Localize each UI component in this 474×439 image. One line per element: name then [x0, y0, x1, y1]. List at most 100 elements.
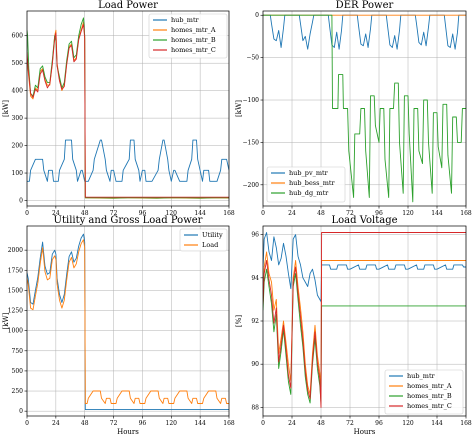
series-line-Utility	[27, 233, 229, 411]
legend: hub_pv_mtr hub_bess_mtr hub_dg_mtr	[266, 166, 346, 203]
legend-label: homes_mtr_B	[407, 392, 452, 400]
series-line-hub_dg_mtr	[263, 14, 466, 203]
x-tick-label: 96	[139, 420, 147, 427]
legend-label: homes_mtr_A	[171, 26, 216, 34]
y-tick-label: −50	[246, 55, 259, 62]
x-tick-label: 120	[402, 420, 414, 427]
x-tick-label: 24	[52, 210, 60, 217]
x-axis-label: Hours	[117, 428, 139, 436]
x-tick-label: 0	[261, 210, 265, 217]
y-tick-label: −150	[243, 139, 260, 146]
y-tick-label: 1250	[8, 308, 23, 315]
legend-label: hub_mtr	[171, 16, 200, 24]
y-tick-label: −100	[243, 97, 260, 104]
y-tick-label: 200	[12, 143, 24, 150]
x-tick-label: 168	[223, 420, 235, 427]
legend: hub_mtr homes_mtr_A homes_mtr_B homes_mtr_C	[148, 13, 228, 59]
legend-box	[384, 369, 464, 415]
y-axis-label: [kW]	[2, 312, 10, 329]
x-tick-label: 72	[346, 420, 354, 427]
y-tick-label: 400	[12, 88, 24, 95]
x-tick-label: 0	[25, 210, 29, 217]
series-line-hub_mtr	[27, 139, 229, 182]
y-tick-label: 250	[12, 388, 24, 395]
legend-label: hub_bess_mtr	[289, 179, 335, 187]
y-tick-label: 88	[251, 404, 259, 411]
legend-label: hub_dg_mtr	[289, 189, 329, 197]
legend: Utility Load	[179, 228, 228, 252]
x-tick-label: 120	[166, 210, 178, 217]
x-tick-label: 24	[288, 420, 296, 427]
x-tick-label: 24	[52, 420, 60, 427]
series-group	[263, 232, 466, 408]
chart-title: Utility and Gross Load Power	[54, 215, 203, 226]
axes-frame	[26, 10, 230, 207]
x-tick-label: 144	[431, 420, 443, 427]
y-tick-label: 750	[12, 348, 24, 355]
series-line-homes_mtr_B	[263, 268, 466, 404]
axes-frame	[262, 10, 467, 207]
y-tick-label: 92	[251, 318, 259, 325]
legend-label: hub_pv_mtr	[289, 169, 329, 177]
y-tick-label: 2000	[8, 247, 23, 254]
legend-label: homes_mtr_C	[171, 46, 216, 54]
x-tick-label: 168	[460, 420, 472, 427]
y-axis-label: [kW]	[235, 100, 243, 117]
legend-label: homes_mtr_C	[407, 402, 452, 410]
y-tick-label: 600	[12, 33, 24, 40]
series-line-homes_mtr_C	[27, 24, 229, 198]
y-tick-label: −200	[243, 182, 260, 189]
y-tick-label: 1500	[8, 287, 23, 294]
y-tick-label: 0	[19, 198, 23, 205]
panel-2: 0 24 48 72 96 120 144 168 0 −50 −100 −150 −200 DER Po…	[235, 0, 472, 217]
x-tick-label: 48	[81, 420, 89, 427]
x-axis-label: Hours	[354, 428, 376, 436]
x-tick-label: 144	[194, 420, 206, 427]
y-tick-label: 500	[12, 60, 24, 67]
axes-frame	[26, 225, 230, 417]
x-tick-label: 96	[375, 210, 383, 217]
x-tick-label: 24	[288, 210, 296, 217]
legend-label: Load	[202, 241, 218, 249]
chart-title: DER Power	[336, 0, 394, 11]
panel-1: 0 24 48 72 96 120 144 168 0 100 200 300 400 500 600 Loa…	[2, 0, 235, 217]
x-tick-label: 120	[402, 210, 414, 217]
y-tick-label: 0	[19, 408, 23, 415]
y-tick-label: 300	[12, 115, 24, 122]
y-tick-label: 90	[251, 361, 259, 368]
series-line-homes_mtr_C	[263, 232, 466, 408]
y-tick-label: 100	[12, 170, 24, 177]
series-group	[263, 14, 466, 203]
x-tick-label: 48	[81, 210, 89, 217]
x-tick-label: 72	[110, 210, 118, 217]
legend-label: Utility	[202, 231, 223, 239]
y-tick-label: 96	[251, 232, 259, 239]
legend: hub_mtr homes_mtr_A homes_mtr_B homes_mtr_C	[384, 369, 464, 415]
chart-title: Load Power	[98, 0, 158, 11]
legend-box	[148, 13, 228, 59]
legend-label: homes_mtr_A	[407, 382, 452, 390]
x-tick-label: 72	[110, 420, 118, 427]
x-tick-label: 72	[346, 210, 354, 217]
x-tick-label: 144	[194, 210, 206, 217]
series-group	[27, 17, 229, 199]
y-tick-label: 500	[12, 368, 24, 375]
x-tick-label: 0	[25, 420, 29, 427]
x-tick-label: 0	[261, 420, 265, 427]
series-line-Load	[27, 239, 229, 404]
y-tick-label: 1750	[8, 267, 23, 274]
legend-box	[266, 166, 346, 203]
x-tick-label: 48	[317, 210, 325, 217]
legend-label: homes_mtr_B	[171, 36, 216, 44]
y-tick-label: 1000	[8, 328, 23, 335]
x-tick-label: 96	[139, 210, 147, 217]
legend-label: hub_mtr	[407, 372, 436, 380]
x-tick-label: 144	[431, 210, 443, 217]
chart-title: Load Voltage	[331, 215, 397, 226]
x-tick-label: 96	[375, 420, 383, 427]
series-group	[27, 233, 229, 411]
y-axis-label: [kW]	[2, 100, 10, 117]
y-axis-label: [%]	[235, 315, 243, 327]
series-line-homes_mtr_A	[263, 251, 466, 395]
